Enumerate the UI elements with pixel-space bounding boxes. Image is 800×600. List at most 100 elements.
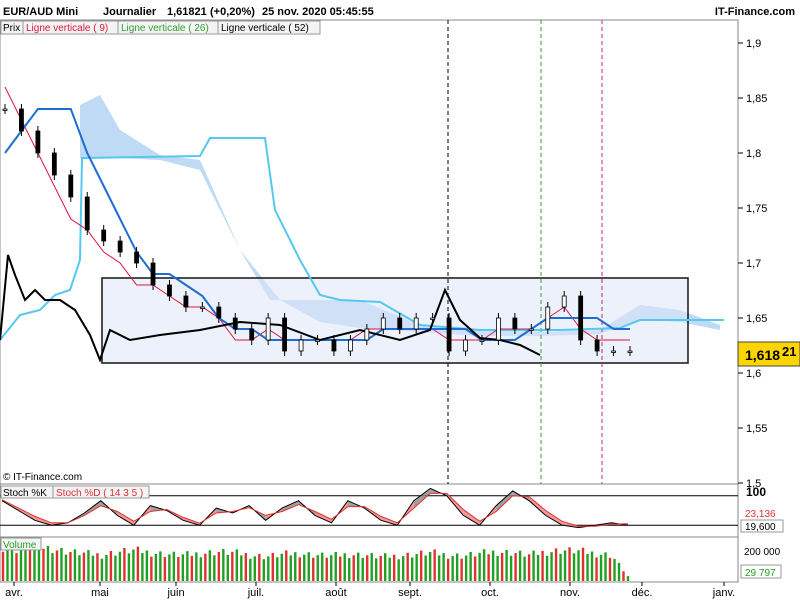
candle-body (249, 328, 255, 341)
stoch-d-box[interactable] (52, 485, 150, 499)
x-tick-label: juil. (247, 587, 265, 599)
volume-bar (285, 550, 288, 581)
volume-bar (348, 558, 351, 581)
volume-bar (383, 553, 387, 581)
instrument-name: EUR/AUD Mini (3, 6, 78, 18)
volume-bar (352, 555, 355, 581)
volume-bar (145, 550, 149, 581)
price-badge-sup: 21 (782, 344, 796, 359)
candle-body (216, 306, 222, 319)
stochastic-series (0, 487, 738, 529)
volume-bar (118, 551, 122, 581)
volume-bar (487, 554, 490, 581)
volume-bar (136, 546, 140, 581)
volume-bar (181, 554, 185, 581)
candle-body (578, 295, 584, 341)
legend-box-l52[interactable] (217, 20, 321, 35)
volume-bar (586, 553, 589, 581)
candle-body (35, 130, 41, 154)
y-tick-label: 1,85 (746, 93, 767, 105)
candle-body (167, 284, 172, 297)
candle-body (199, 306, 205, 309)
volume-bar (410, 557, 414, 581)
volume-bar (28, 549, 32, 581)
volume-bar (446, 558, 450, 581)
volume-value: 29 797 (745, 568, 776, 579)
volume-bar (527, 554, 531, 581)
volume-bar (280, 553, 283, 581)
x-axis-ticks: avr. mai juin juil. août sept. oct. nov. déc. jan… (5, 582, 735, 599)
candle-body (479, 339, 485, 342)
volume-bar (19, 549, 23, 581)
volume-bar (199, 557, 203, 581)
volume-bar (330, 555, 333, 581)
volume-bar (379, 556, 382, 581)
candle-body (380, 317, 386, 330)
volume-bar (321, 552, 324, 581)
volume-bar (249, 558, 252, 581)
volume-box[interactable] (0, 537, 42, 551)
site-name: IT-Finance.com (715, 6, 795, 18)
volume-bar (491, 550, 495, 581)
volume-bar (604, 552, 607, 581)
x-tick-label: août (325, 587, 346, 599)
volume-bar (532, 550, 535, 581)
candle-body (117, 240, 123, 253)
volume-bar (595, 557, 598, 581)
volume-bar (294, 552, 297, 581)
x-tick-label: nov. (560, 587, 580, 599)
volume-bar (15, 553, 18, 581)
y-tick-label: 1,8 (746, 148, 761, 160)
volume-bar (150, 556, 153, 581)
volume-bar (78, 555, 81, 581)
volume-bar (392, 554, 396, 581)
volume-bar (563, 550, 567, 581)
volume-bar (91, 555, 95, 581)
volume-bar (375, 558, 378, 581)
stoch-d-value-bg (741, 507, 783, 519)
candle-body (397, 317, 403, 330)
candle-body (51, 152, 57, 176)
volume-bar (622, 571, 625, 581)
volume-bar (213, 555, 216, 581)
volume-bar (339, 556, 342, 581)
lagging-line (0, 254, 541, 363)
volume-labels: Volume 200 000 29 797 (0, 537, 782, 579)
candle-body (496, 317, 501, 341)
price-badge-main: 1,618 (745, 347, 780, 363)
volume-bar (100, 558, 104, 581)
x-tick-label: oct. (481, 587, 499, 599)
volume-bar (186, 551, 189, 581)
price-badge-bg (737, 341, 800, 367)
volume-bar (433, 549, 436, 581)
volume-bar (554, 548, 558, 581)
volume-bar (253, 556, 256, 581)
candle-body (331, 339, 337, 352)
candle-body (282, 317, 288, 352)
datetime: 25 nov. 2020 05:45:55 (262, 6, 374, 18)
candle-body (84, 196, 90, 231)
volume-bar (87, 550, 90, 581)
stoch-fill (413, 488, 431, 509)
stoch-k-label: Stoch %K (3, 488, 47, 499)
x-tick-label: déc. (632, 587, 653, 599)
volume-bar (550, 552, 553, 581)
volume-bar (464, 555, 468, 581)
candles (2, 104, 633, 356)
stoch-d-value: 23,136 (745, 509, 776, 520)
candle-body (627, 350, 633, 353)
volume-bar (24, 544, 27, 581)
volume-bar (482, 549, 486, 581)
stoch-fill (463, 509, 480, 526)
volume-bar (406, 552, 409, 581)
stoch-k-value: 19,600 (745, 522, 776, 533)
volume-bar (307, 552, 310, 581)
volume-bar (473, 556, 477, 581)
volume-bar (455, 553, 459, 581)
candle-body (413, 317, 419, 330)
x-tick-label: sept. (398, 587, 422, 599)
volume-bar (437, 555, 441, 581)
candle-body (101, 229, 107, 242)
volume-bar (518, 550, 522, 581)
change: (+0,20%) (210, 6, 255, 18)
